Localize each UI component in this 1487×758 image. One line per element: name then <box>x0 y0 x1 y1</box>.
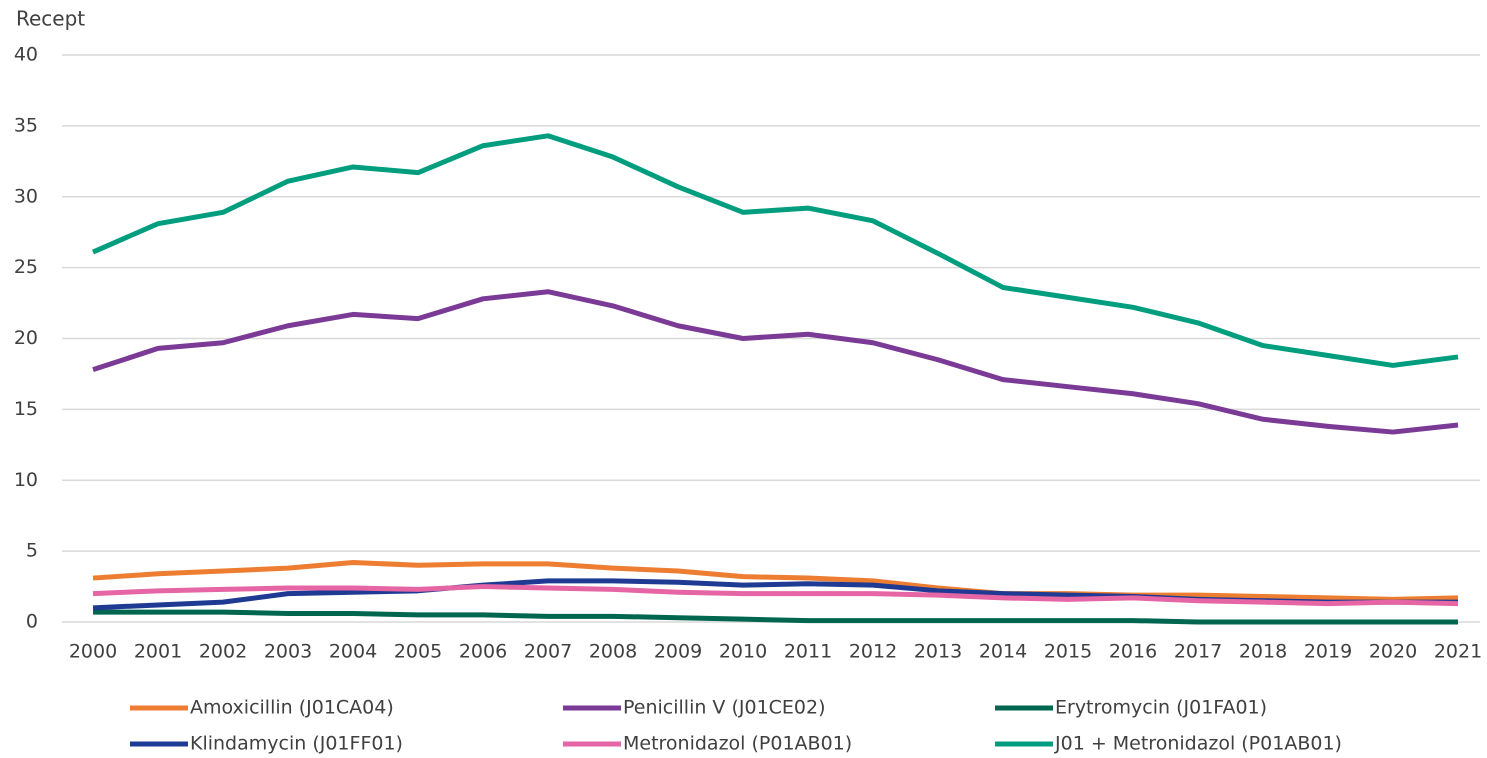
y-tick-label: 25 <box>14 256 38 278</box>
y-tick-label: 10 <box>14 469 38 491</box>
x-tick-label: 2009 <box>654 641 702 663</box>
legend-label: Amoxicillin (J01CA04) <box>190 697 394 719</box>
series-line <box>92 289 1459 435</box>
x-tick-label: 2005 <box>394 641 442 663</box>
x-tick-label: 2004 <box>329 641 377 663</box>
x-tick-label: 2015 <box>1044 641 1092 663</box>
y-tick-label: 40 <box>14 44 38 66</box>
x-tick-label: 2001 <box>134 641 182 663</box>
y-tick-label: 15 <box>14 398 38 420</box>
x-tick-label: 2016 <box>1109 641 1157 663</box>
x-tick-label: 2020 <box>1369 641 1417 663</box>
y-tick-label: 30 <box>14 185 38 207</box>
series-line <box>92 559 1459 602</box>
x-tick-label: 2006 <box>459 641 507 663</box>
series-line <box>92 133 1459 368</box>
x-tick-label: 2021 <box>1434 641 1482 663</box>
legend-label: Erytromycin (J01FA01) <box>1055 697 1267 719</box>
y-tick-label: 5 <box>26 540 38 562</box>
x-tick-label: 2000 <box>69 641 117 663</box>
y-tick-label: 0 <box>26 611 38 633</box>
y-axis-label: Recept <box>16 7 85 31</box>
legend-label: Klindamycin (J01FF01) <box>190 733 403 755</box>
x-tick-label: 2014 <box>979 641 1027 663</box>
x-tick-label: 2017 <box>1174 641 1222 663</box>
series-line <box>92 584 1459 607</box>
x-tick-label: 2003 <box>264 641 312 663</box>
x-tick-label: 2010 <box>719 641 767 663</box>
y-tick-label: 20 <box>14 327 38 349</box>
legend-label: J01 + Metronidazol (P01AB01) <box>1054 733 1342 755</box>
x-tick-label: 2018 <box>1239 641 1287 663</box>
y-tick-label: 35 <box>14 114 38 136</box>
x-tick-label: 2007 <box>524 641 572 663</box>
x-tick-label: 2019 <box>1304 641 1352 663</box>
series-line <box>93 609 1458 625</box>
x-tick-label: 2011 <box>784 641 832 663</box>
x-tick-label: 2012 <box>849 641 897 663</box>
x-tick-label: 2002 <box>199 641 247 663</box>
x-tick-label: 2013 <box>914 641 962 663</box>
legend-label: Penicillin V (J01CE02) <box>623 697 826 719</box>
legend-label: Metronidazol (P01AB01) <box>623 733 852 755</box>
x-tick-label: 2008 <box>589 641 637 663</box>
